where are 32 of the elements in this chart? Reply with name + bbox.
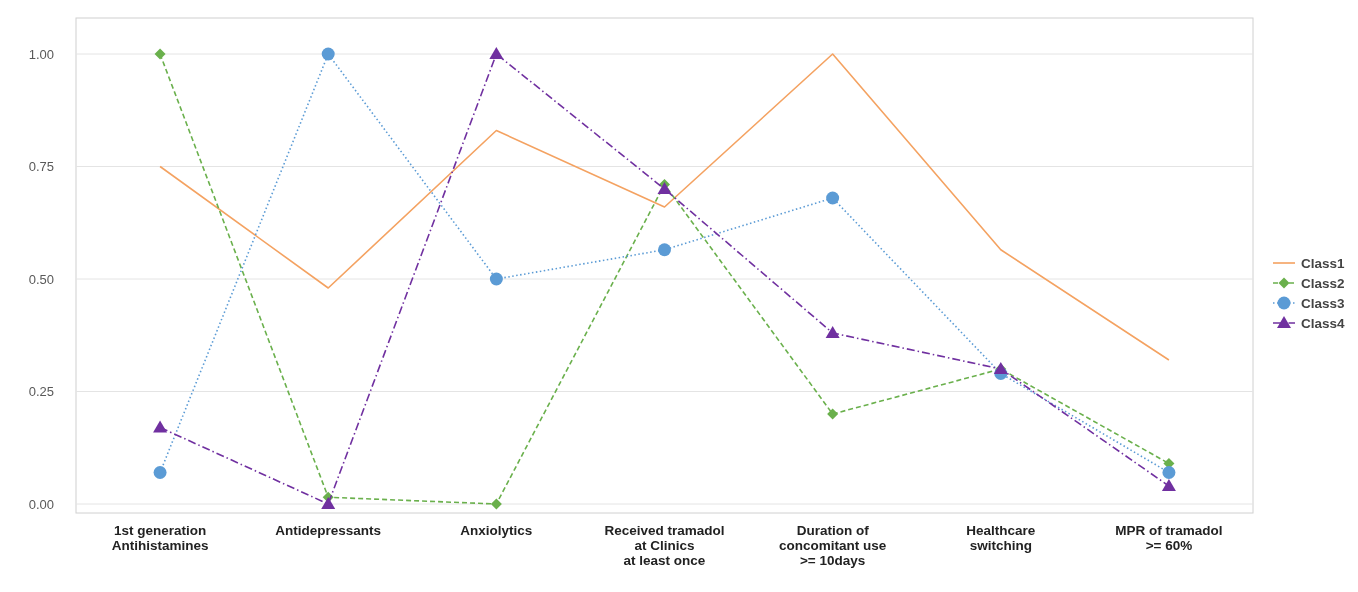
point [825, 326, 840, 338]
y-tick-label: 0.50 [28, 271, 54, 287]
point [657, 182, 672, 194]
legend-label: Class2 [1301, 275, 1345, 291]
x-tick-label: Healthcare switching [966, 523, 1036, 553]
point [1162, 466, 1176, 479]
point [826, 191, 840, 205]
y-tick-label: 1.00 [28, 46, 54, 62]
point [321, 47, 335, 61]
point [154, 48, 166, 60]
x-tick-label: Anxiolytics [460, 523, 533, 538]
point [658, 243, 671, 257]
y-tick-label: 0.00 [28, 496, 54, 512]
legend-label: Class1 [1301, 255, 1346, 271]
x-tick-label: 1st generation Antihistamines [111, 523, 209, 553]
point [321, 497, 336, 509]
point [1161, 479, 1176, 491]
x-tick-label: Antidepressants [275, 523, 382, 538]
x-tick-label: Received tramadol at Clinics at least once [604, 523, 725, 568]
x-tick-label: MPR of tramadol >= 60% [1115, 523, 1223, 553]
point [489, 272, 503, 286]
y-tick-label: 0.75 [28, 159, 54, 175]
point [153, 420, 168, 433]
line-series [159, 53, 1170, 361]
x-tick-label: Duration of concomitant use >= 10days [779, 523, 887, 568]
y-tick-label: 0.25 [28, 384, 54, 400]
point [153, 466, 167, 479]
point [827, 408, 839, 420]
point [490, 498, 502, 510]
legend-label: Class3 [1301, 295, 1346, 311]
legend-label: Class4 [1301, 315, 1346, 331]
point [489, 47, 504, 59]
